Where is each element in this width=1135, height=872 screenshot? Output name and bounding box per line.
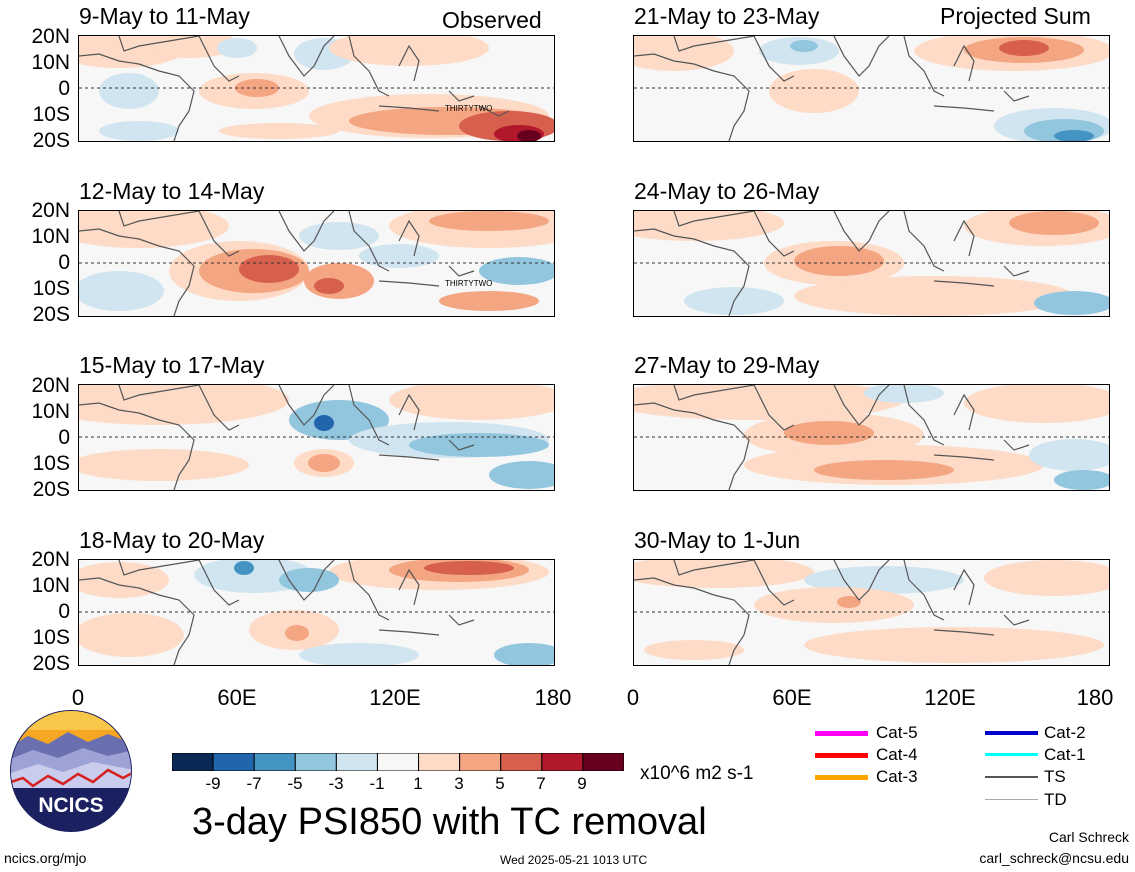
map-panel-24-may (633, 210, 1110, 317)
map-panel-9-may: THIRTYTWO (78, 35, 555, 142)
panel-title: 21-May to 23-May (634, 3, 820, 29)
projected-label: Projected Sum (940, 3, 1091, 29)
colorbar-swatch (294, 752, 337, 772)
panel-title: 24-May to 26-May (634, 178, 820, 204)
panel-title: 18-May to 20-May (79, 527, 265, 553)
footer-author: Carl Schreck (1048, 829, 1129, 845)
panel-title: 27-May to 29-May (634, 352, 820, 378)
ncics-logo: NCICS (8, 708, 134, 834)
colorbar-swatch (418, 752, 461, 772)
colorbar-swatch (253, 752, 296, 772)
observed-label: Observed (442, 7, 542, 33)
colorbar-swatch (541, 752, 584, 772)
colorbar-swatch (212, 752, 255, 772)
legend-swatch (815, 731, 868, 736)
colorbar (171, 752, 625, 772)
colorbar-units: x10^6 m2 s-1 (640, 763, 754, 784)
colorbar-swatch (335, 752, 378, 772)
map-panel-12-may: THIRTYTWO (78, 210, 555, 317)
svg-text:NCICS: NCICS (38, 794, 103, 817)
colorbar-swatch (582, 752, 625, 772)
panel-title: 15-May to 17-May (79, 352, 265, 378)
panel-title: 30-May to 1-Jun (634, 527, 801, 553)
legend-swatch (815, 753, 868, 758)
footer-email: carl_schreck@ncsu.edu (979, 850, 1129, 866)
legend-swatch (815, 775, 868, 780)
panel-title: 9-May to 11-May (79, 3, 250, 29)
colorbar-swatch (171, 752, 214, 772)
legend-swatch (985, 753, 1038, 756)
legend-swatch (985, 799, 1038, 800)
panel-title: 12-May to 14-May (79, 178, 265, 204)
map-panel-15-may (78, 384, 555, 491)
footer-timestamp: Wed 2025-05-21 1013 UTC (500, 853, 648, 867)
storm-label: THIRTYTWO (445, 104, 492, 113)
legend-swatch (985, 776, 1038, 778)
colorbar-swatch (459, 752, 502, 772)
footer-url: ncics.org/mjo (4, 850, 87, 866)
colorbar-swatch (376, 752, 420, 772)
map-panel-21-may (633, 35, 1110, 142)
map-panel-27-may (633, 384, 1110, 491)
storm-label: THIRTYTWO (445, 279, 492, 288)
main-title: 3-day PSI850 with TC removal (192, 801, 707, 843)
map-panel-18-may (78, 559, 555, 666)
colorbar-swatch (500, 752, 543, 772)
map-panel-30-may (633, 559, 1110, 666)
legend-swatch (985, 731, 1038, 735)
